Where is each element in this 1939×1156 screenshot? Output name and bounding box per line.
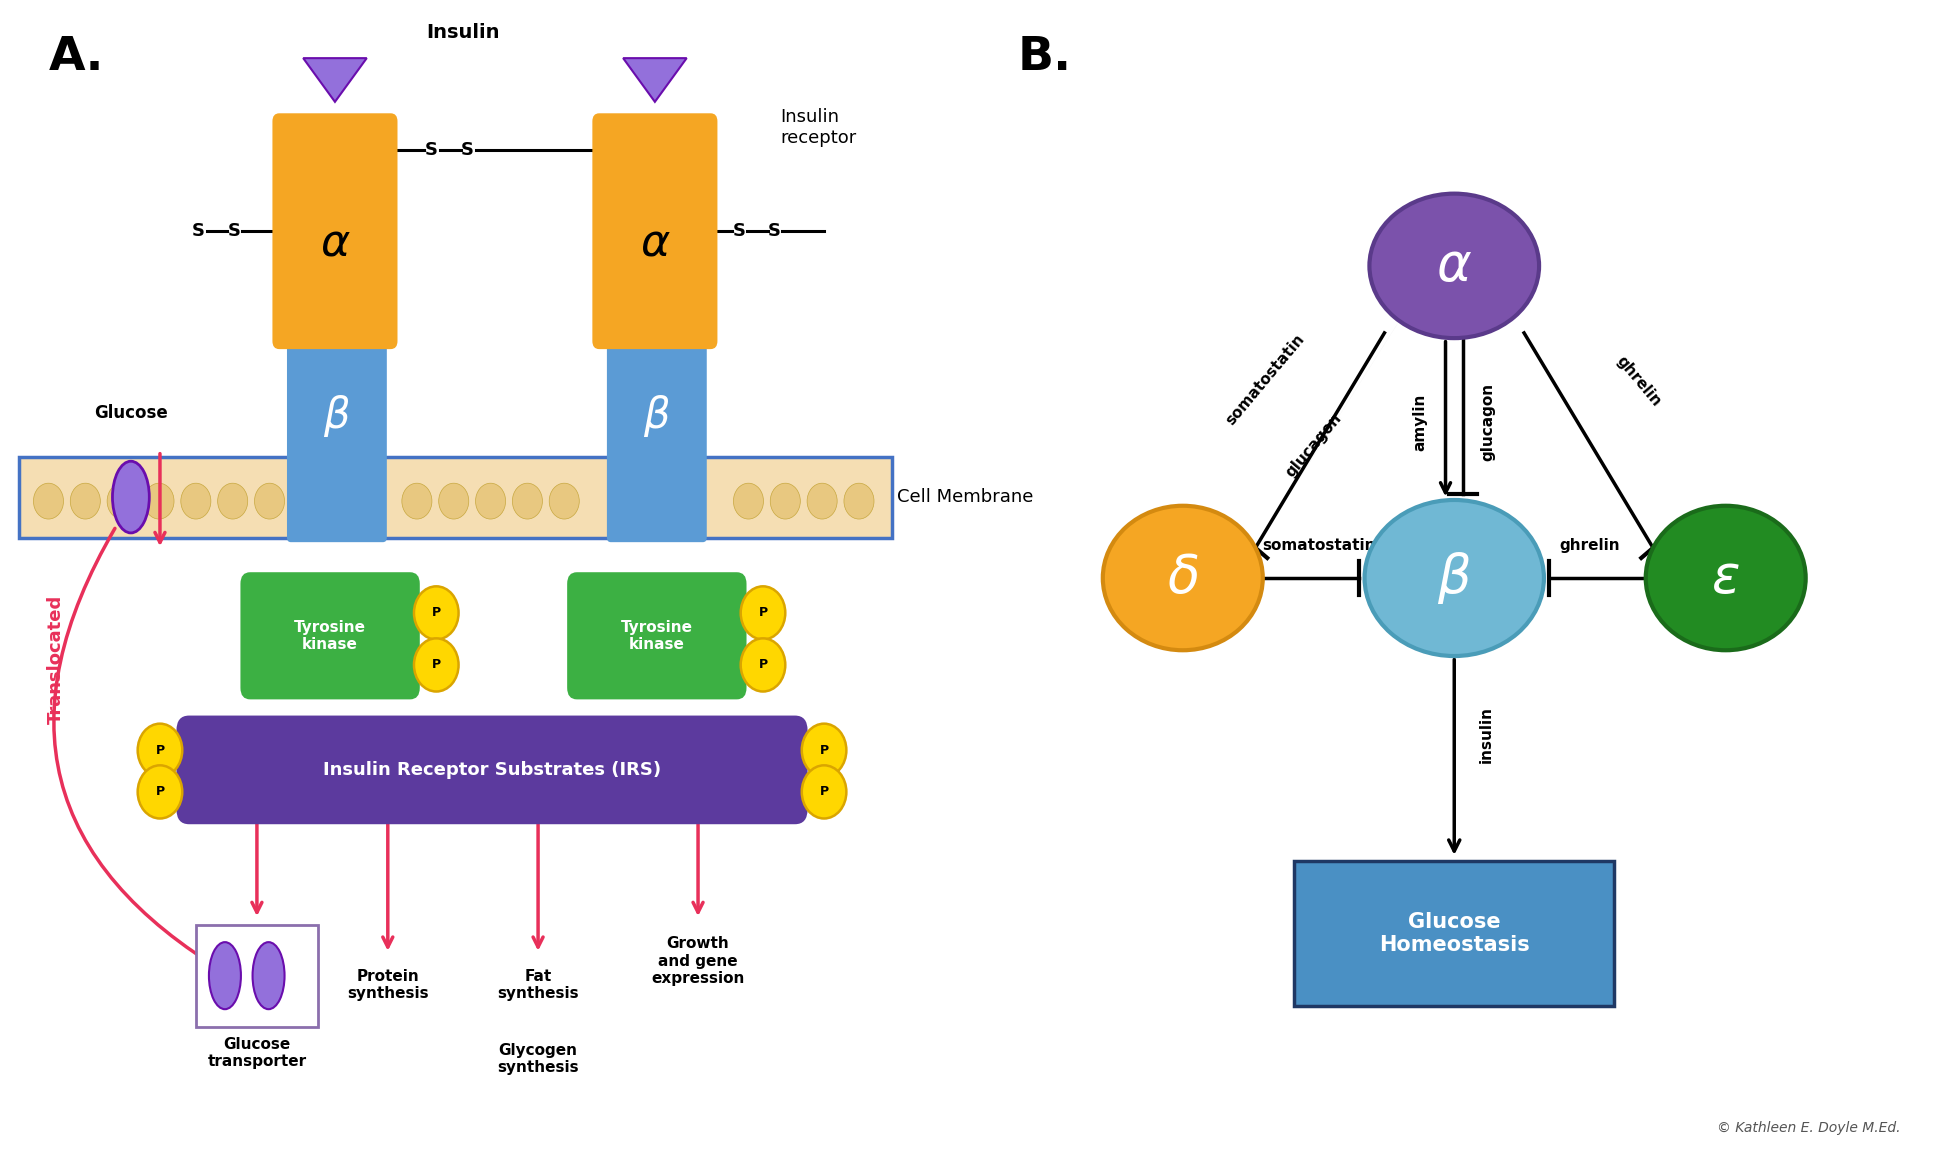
Circle shape	[107, 483, 138, 519]
Text: Glycogen
synthesis: Glycogen synthesis	[496, 1043, 580, 1075]
Circle shape	[217, 483, 248, 519]
Circle shape	[733, 483, 764, 519]
Ellipse shape	[1369, 193, 1540, 338]
Text: P: P	[155, 785, 165, 799]
Text: P: P	[432, 607, 440, 620]
Text: Growth
and gene
expression: Growth and gene expression	[652, 936, 745, 986]
Text: ghrelin: ghrelin	[1613, 354, 1664, 409]
FancyBboxPatch shape	[1295, 861, 1615, 1006]
FancyBboxPatch shape	[176, 716, 809, 824]
FancyBboxPatch shape	[607, 336, 706, 542]
Circle shape	[803, 765, 847, 818]
Circle shape	[143, 483, 175, 519]
Text: Insulin Receptor Substrates (IRS): Insulin Receptor Substrates (IRS)	[324, 761, 661, 779]
Text: S: S	[461, 141, 473, 160]
Polygon shape	[622, 58, 686, 102]
Text: P: P	[155, 743, 165, 757]
Circle shape	[549, 483, 580, 519]
Text: S: S	[768, 222, 781, 240]
Text: P: P	[820, 785, 828, 799]
Circle shape	[415, 638, 460, 691]
FancyBboxPatch shape	[568, 572, 747, 699]
Text: amylin: amylin	[1414, 393, 1427, 451]
Text: $\beta$: $\beta$	[644, 393, 671, 439]
FancyBboxPatch shape	[287, 336, 388, 542]
Text: P: P	[820, 743, 828, 757]
Circle shape	[438, 483, 469, 519]
Text: $\varepsilon$: $\varepsilon$	[1712, 553, 1739, 603]
Text: P: P	[758, 607, 768, 620]
Circle shape	[803, 724, 847, 777]
Ellipse shape	[252, 942, 285, 1009]
Circle shape	[33, 483, 64, 519]
Circle shape	[843, 483, 874, 519]
Text: A.: A.	[48, 35, 105, 80]
Text: Glucose
Homeostasis: Glucose Homeostasis	[1379, 912, 1530, 955]
Text: S: S	[425, 141, 438, 160]
Circle shape	[741, 638, 785, 691]
Text: S: S	[229, 222, 240, 240]
Circle shape	[138, 765, 182, 818]
Circle shape	[770, 483, 801, 519]
Circle shape	[807, 483, 838, 519]
Circle shape	[138, 724, 182, 777]
Text: $\alpha$: $\alpha$	[320, 221, 351, 265]
Circle shape	[475, 483, 506, 519]
Circle shape	[180, 483, 211, 519]
Ellipse shape	[1365, 499, 1543, 657]
Polygon shape	[302, 58, 366, 102]
Circle shape	[741, 586, 785, 639]
FancyBboxPatch shape	[271, 113, 397, 349]
Text: S: S	[733, 222, 745, 240]
Text: $\beta$: $\beta$	[324, 393, 351, 439]
Text: B.: B.	[1018, 35, 1072, 80]
Text: glucagon: glucagon	[1481, 383, 1495, 461]
Text: Protein
synthesis: Protein synthesis	[347, 969, 429, 1001]
Text: Insulin: Insulin	[427, 23, 500, 42]
Text: ghrelin: ghrelin	[1559, 538, 1621, 553]
Text: Tyrosine
kinase: Tyrosine kinase	[295, 620, 366, 652]
Ellipse shape	[209, 942, 240, 1009]
Text: Tyrosine
kinase: Tyrosine kinase	[620, 620, 692, 652]
Text: S: S	[192, 222, 206, 240]
Circle shape	[401, 483, 432, 519]
Ellipse shape	[1103, 506, 1262, 650]
Text: Glucose: Glucose	[93, 403, 169, 422]
Circle shape	[415, 586, 460, 639]
Text: © Kathleen E. Doyle M.Ed.: © Kathleen E. Doyle M.Ed.	[1716, 1121, 1900, 1135]
Circle shape	[512, 483, 543, 519]
Text: somatostatin: somatostatin	[1224, 331, 1307, 428]
Text: $\beta$: $\beta$	[1437, 550, 1472, 606]
Text: Glucose
transporter: Glucose transporter	[207, 1037, 306, 1069]
FancyBboxPatch shape	[19, 457, 892, 538]
FancyBboxPatch shape	[240, 572, 419, 699]
Ellipse shape	[1646, 506, 1805, 650]
Text: P: P	[758, 659, 768, 672]
Text: $\alpha$: $\alpha$	[640, 221, 671, 265]
Ellipse shape	[112, 461, 149, 533]
FancyBboxPatch shape	[591, 113, 717, 349]
Text: insulin: insulin	[1478, 705, 1493, 763]
Text: $\alpha$: $\alpha$	[1437, 240, 1472, 291]
Text: Fat
synthesis: Fat synthesis	[496, 969, 580, 1001]
Text: somatostatin: somatostatin	[1262, 538, 1375, 553]
Circle shape	[254, 483, 285, 519]
Circle shape	[70, 483, 101, 519]
Text: glucagon: glucagon	[1284, 410, 1344, 480]
Text: $\delta$: $\delta$	[1167, 553, 1198, 603]
Text: Insulin
receptor: Insulin receptor	[781, 108, 857, 147]
Text: Cell Membrane: Cell Membrane	[896, 488, 1033, 506]
Text: Translocated: Translocated	[47, 594, 66, 724]
FancyBboxPatch shape	[196, 925, 318, 1027]
Text: P: P	[432, 659, 440, 672]
